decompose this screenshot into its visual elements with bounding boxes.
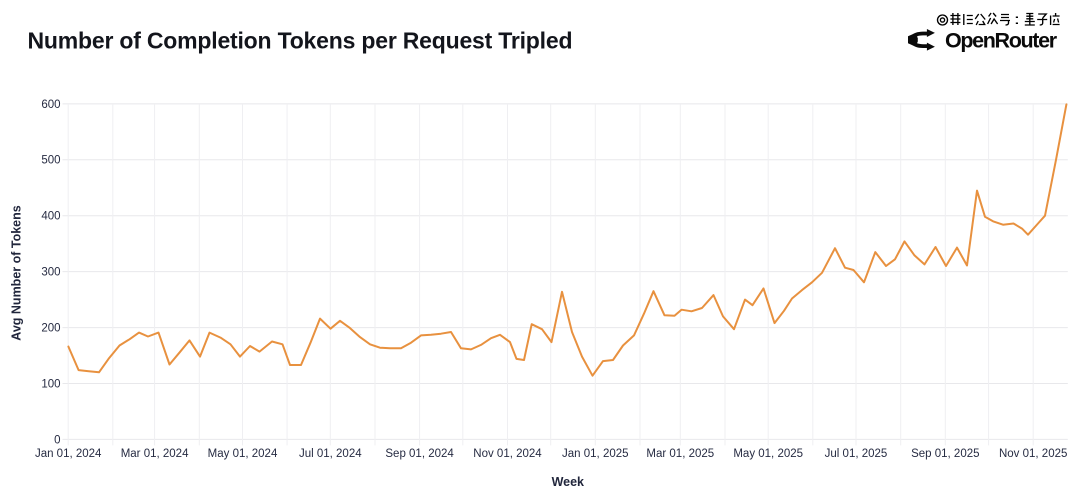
svg-text:500: 500: [41, 155, 60, 167]
svg-text:400: 400: [41, 211, 60, 223]
svg-text:Number of Completion Tokens pe: Number of Completion Tokens per Request …: [28, 28, 573, 54]
svg-text:Mar 01, 2024: Mar 01, 2024: [121, 448, 189, 460]
svg-text:Mar 01, 2025: Mar 01, 2025: [646, 448, 714, 460]
svg-text:0: 0: [54, 434, 60, 446]
svg-text:May 01, 2024: May 01, 2024: [208, 448, 278, 460]
svg-text:Jul 01, 2024: Jul 01, 2024: [299, 448, 362, 460]
svg-text:Sep 01, 2024: Sep 01, 2024: [385, 448, 454, 460]
svg-text:Nov 01, 2024: Nov 01, 2024: [473, 448, 542, 460]
svg-text:Jan 01, 2024: Jan 01, 2024: [35, 448, 102, 460]
svg-text:Nov 01, 2025: Nov 01, 2025: [999, 448, 1067, 460]
svg-text:Jul 01, 2025: Jul 01, 2025: [825, 448, 888, 460]
svg-text:May 01, 2025: May 01, 2025: [733, 448, 803, 460]
svg-text:Avg Number of Tokens: Avg Number of Tokens: [10, 205, 24, 340]
svg-text:600: 600: [41, 99, 60, 111]
svg-text:OpenRouter: OpenRouter: [945, 29, 1058, 53]
svg-text:Sep 01, 2025: Sep 01, 2025: [911, 448, 979, 460]
svg-text:100: 100: [41, 378, 60, 390]
svg-text:Week: Week: [552, 475, 584, 489]
svg-text:Jan 01, 2025: Jan 01, 2025: [562, 448, 629, 460]
svg-text:300: 300: [41, 267, 60, 279]
svg-text:200: 200: [41, 323, 60, 335]
